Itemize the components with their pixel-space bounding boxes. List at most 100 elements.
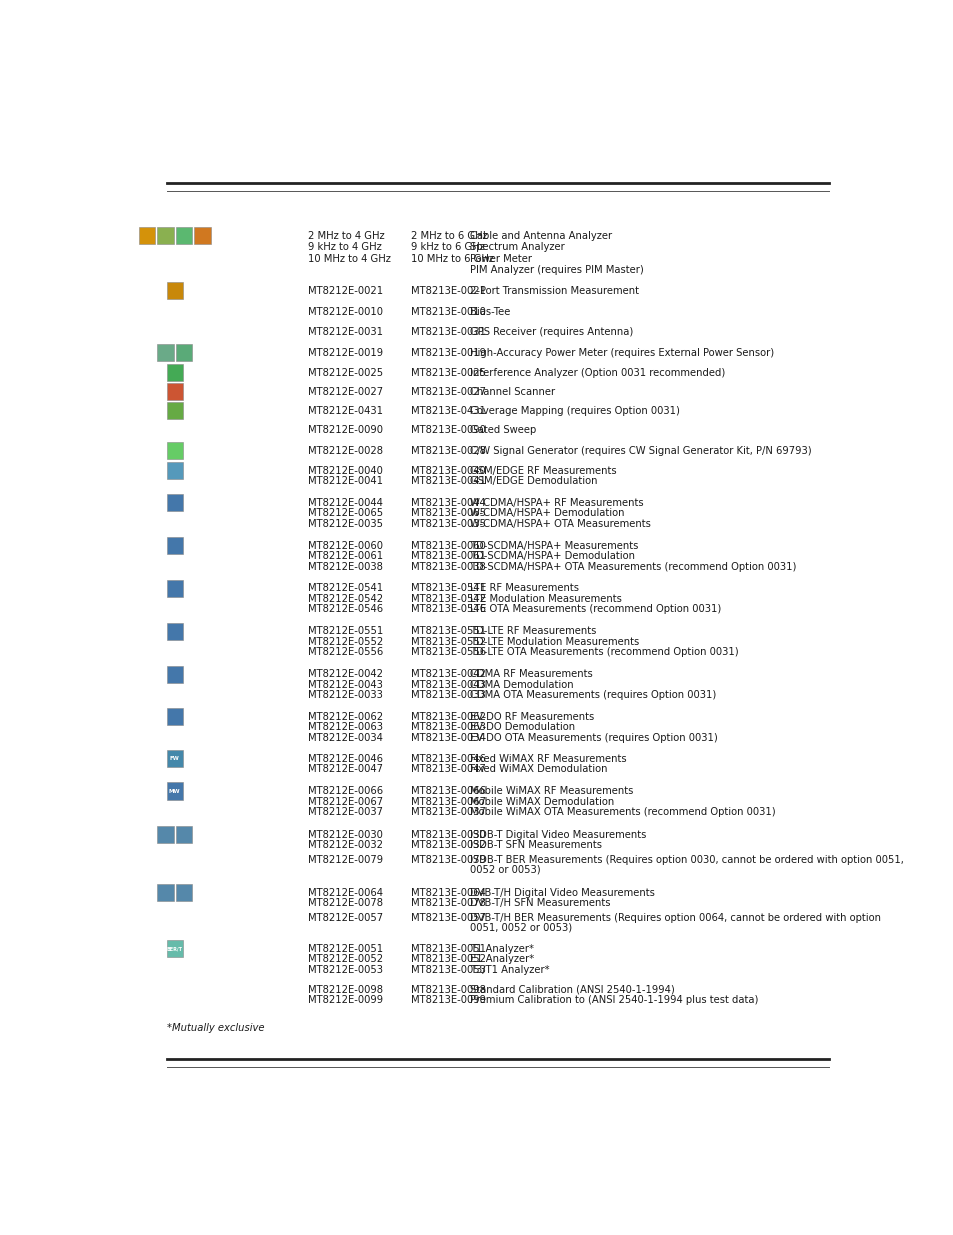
FancyBboxPatch shape xyxy=(167,462,183,479)
Text: MT8213E-0021: MT8213E-0021 xyxy=(411,285,486,296)
Text: MT8212E-0038: MT8212E-0038 xyxy=(308,562,382,572)
Text: DVB-T/H SFN Measurements: DVB-T/H SFN Measurements xyxy=(470,898,610,908)
Text: MT8213E-0061: MT8213E-0061 xyxy=(411,551,486,561)
Text: W-CDMA/HSPA+ OTA Measurements: W-CDMA/HSPA+ OTA Measurements xyxy=(470,519,651,529)
Text: Premium Calibration to (ANSI 2540-1-1994 plus test data): Premium Calibration to (ANSI 2540-1-1994… xyxy=(470,995,758,1005)
Text: MT8212E-0079: MT8212E-0079 xyxy=(308,855,382,864)
Text: 0052 or 0053): 0052 or 0053) xyxy=(470,864,540,874)
Text: CDMA RF Measurements: CDMA RF Measurements xyxy=(470,669,593,679)
Text: MT8212E-0542: MT8212E-0542 xyxy=(308,594,382,604)
Text: MT8213E-0033: MT8213E-0033 xyxy=(411,690,485,700)
FancyBboxPatch shape xyxy=(157,345,173,361)
Text: GSM/EDGE RF Measurements: GSM/EDGE RF Measurements xyxy=(470,466,617,475)
Text: MT8212E-0021: MT8212E-0021 xyxy=(308,285,382,296)
Text: MT8213E-0060: MT8213E-0060 xyxy=(411,541,486,551)
Text: MT8212E-0035: MT8212E-0035 xyxy=(308,519,382,529)
Text: MT8212E-0025: MT8212E-0025 xyxy=(308,368,382,378)
FancyBboxPatch shape xyxy=(167,750,183,767)
Text: DVB-T/H BER Measurements (Requires option 0064, cannot be ordered with option: DVB-T/H BER Measurements (Requires optio… xyxy=(470,913,881,923)
Text: LTE RF Measurements: LTE RF Measurements xyxy=(470,583,578,594)
Text: GPS Receiver (requires Antenna): GPS Receiver (requires Antenna) xyxy=(470,327,633,337)
Text: MT8213E-0051: MT8213E-0051 xyxy=(411,944,486,953)
FancyBboxPatch shape xyxy=(175,345,192,361)
Text: PIM Analyzer (requires PIM Master): PIM Analyzer (requires PIM Master) xyxy=(470,266,643,275)
Text: Mobile WiMAX OTA Measurements (recommend Option 0031): Mobile WiMAX OTA Measurements (recommend… xyxy=(470,806,775,818)
Text: MT8212E-0551: MT8212E-0551 xyxy=(308,626,383,636)
FancyBboxPatch shape xyxy=(167,494,183,511)
FancyBboxPatch shape xyxy=(175,884,192,902)
Text: MT8213E-0057: MT8213E-0057 xyxy=(411,913,486,923)
Text: MT8213E-0037: MT8213E-0037 xyxy=(411,806,486,818)
Text: MT8212E-0037: MT8212E-0037 xyxy=(308,806,382,818)
Text: Coverage Mapping (requires Option 0031): Coverage Mapping (requires Option 0031) xyxy=(470,405,679,416)
FancyBboxPatch shape xyxy=(139,227,155,245)
Text: MT8212E-0064: MT8212E-0064 xyxy=(308,888,382,898)
Text: MT8213E-0079: MT8213E-0079 xyxy=(411,855,486,864)
Text: TD-LTE OTA Measurements (recommend Option 0031): TD-LTE OTA Measurements (recommend Optio… xyxy=(470,647,739,657)
Text: W-CDMA/HSPA+ RF Measurements: W-CDMA/HSPA+ RF Measurements xyxy=(470,498,643,508)
Text: CDMA Demodulation: CDMA Demodulation xyxy=(470,679,574,689)
Text: T3/T1 Analyzer*: T3/T1 Analyzer* xyxy=(470,965,550,974)
Text: TD-LTE RF Measurements: TD-LTE RF Measurements xyxy=(470,626,597,636)
Text: MT8213E-0034: MT8213E-0034 xyxy=(411,732,485,742)
Text: MT8212E-0078: MT8212E-0078 xyxy=(308,898,382,908)
Text: MT8213E-0078: MT8213E-0078 xyxy=(411,898,486,908)
Text: MT8213E-0546: MT8213E-0546 xyxy=(411,604,486,614)
Text: MT8212E-0062: MT8212E-0062 xyxy=(308,711,382,722)
Text: MT8213E-0064: MT8213E-0064 xyxy=(411,888,486,898)
Text: 0051, 0052 or 0053): 0051, 0052 or 0053) xyxy=(470,923,572,932)
Text: Spectrum Analyzer: Spectrum Analyzer xyxy=(470,242,564,252)
Text: TD-SCDMA/HSPA+ Measurements: TD-SCDMA/HSPA+ Measurements xyxy=(470,541,639,551)
Text: Mobile WiMAX RF Measurements: Mobile WiMAX RF Measurements xyxy=(470,785,633,797)
Text: GSM/EDGE Demodulation: GSM/EDGE Demodulation xyxy=(470,475,598,487)
Text: BER/T: BER/T xyxy=(167,946,183,951)
Text: MT8212E-0541: MT8212E-0541 xyxy=(308,583,382,594)
Text: Cable and Antenna Analyzer: Cable and Antenna Analyzer xyxy=(470,231,612,241)
Text: MT8213E-0030: MT8213E-0030 xyxy=(411,830,485,840)
FancyBboxPatch shape xyxy=(167,364,183,382)
Text: MT8212E-0043: MT8212E-0043 xyxy=(308,679,382,689)
Text: MT8213E-0046: MT8213E-0046 xyxy=(411,753,486,763)
Text: MT8213E-0041: MT8213E-0041 xyxy=(411,475,486,487)
Text: MT8212E-0044: MT8212E-0044 xyxy=(308,498,382,508)
Text: MT8212E-0046: MT8212E-0046 xyxy=(308,753,382,763)
FancyBboxPatch shape xyxy=(167,666,183,683)
Text: Fixed WiMAX Demodulation: Fixed WiMAX Demodulation xyxy=(470,764,607,774)
FancyBboxPatch shape xyxy=(167,403,183,419)
Text: MT8212E-0057: MT8212E-0057 xyxy=(308,913,382,923)
Text: MT8212E-0066: MT8212E-0066 xyxy=(308,785,382,797)
Text: MT8213E-0052: MT8213E-0052 xyxy=(411,955,486,965)
FancyBboxPatch shape xyxy=(157,227,173,245)
Text: Fixed WiMAX RF Measurements: Fixed WiMAX RF Measurements xyxy=(470,753,626,763)
Text: MT8212E-0032: MT8212E-0032 xyxy=(308,840,382,850)
Text: MT8212E-0042: MT8212E-0042 xyxy=(308,669,382,679)
FancyBboxPatch shape xyxy=(167,283,183,299)
FancyBboxPatch shape xyxy=(157,826,173,844)
Text: CDMA OTA Measurements (requires Option 0031): CDMA OTA Measurements (requires Option 0… xyxy=(470,690,716,700)
Text: MT8212E-0028: MT8212E-0028 xyxy=(308,446,382,456)
Text: MT8212E-0067: MT8212E-0067 xyxy=(308,797,382,806)
Text: MT8213E-0551: MT8213E-0551 xyxy=(411,626,486,636)
FancyBboxPatch shape xyxy=(167,580,183,597)
Text: MT8213E-0038: MT8213E-0038 xyxy=(411,562,485,572)
Text: 9 kHz to 6 GHz: 9 kHz to 6 GHz xyxy=(411,242,485,252)
Text: MT8213E-0010: MT8213E-0010 xyxy=(411,306,486,316)
Text: MT8213E-0431: MT8213E-0431 xyxy=(411,405,486,416)
Text: MT8213E-0047: MT8213E-0047 xyxy=(411,764,486,774)
FancyBboxPatch shape xyxy=(167,383,183,400)
FancyBboxPatch shape xyxy=(194,227,211,245)
FancyBboxPatch shape xyxy=(167,783,183,799)
Text: MT8213E-0552: MT8213E-0552 xyxy=(411,637,486,647)
Text: MT8212E-0065: MT8212E-0065 xyxy=(308,509,382,519)
Text: EV-DO RF Measurements: EV-DO RF Measurements xyxy=(470,711,594,722)
Text: FW: FW xyxy=(170,756,179,761)
FancyBboxPatch shape xyxy=(157,884,173,902)
Text: MT8213E-0062: MT8213E-0062 xyxy=(411,711,486,722)
Text: MT8212E-0033: MT8212E-0033 xyxy=(308,690,382,700)
Text: MT8212E-0090: MT8212E-0090 xyxy=(308,425,382,435)
Text: MT8212E-0053: MT8212E-0053 xyxy=(308,965,382,974)
Text: MT8212E-0060: MT8212E-0060 xyxy=(308,541,382,551)
Text: TD-LTE Modulation Measurements: TD-LTE Modulation Measurements xyxy=(470,637,639,647)
Text: Gated Sweep: Gated Sweep xyxy=(470,425,537,435)
Text: MT8213E-0098: MT8213E-0098 xyxy=(411,984,486,994)
